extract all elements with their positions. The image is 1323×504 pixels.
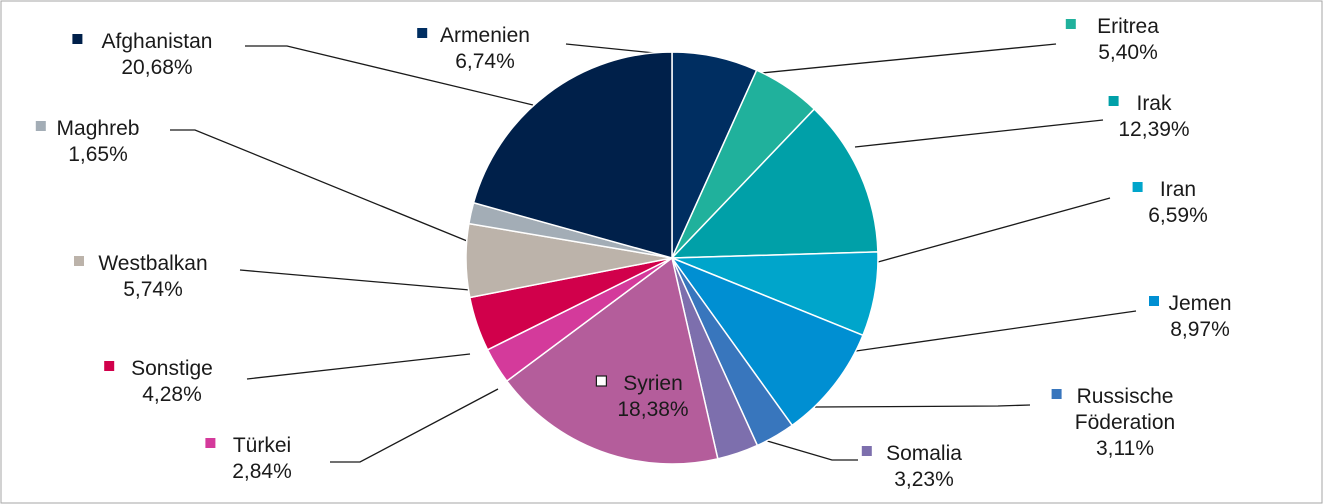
pie-slice-jemen [669, 256, 864, 427]
data-label-maghreb: Maghreb 1,65% [35, 117, 140, 166]
label-name-turkei: Türkei [233, 434, 291, 457]
pie-slice-irak [670, 108, 879, 259]
data-label-iran: Iran 6,59% [1132, 178, 1208, 227]
label-name-sonstige: Sonstige [131, 357, 213, 380]
legend-marker-jemen [1149, 296, 1159, 306]
data-label-somalia: Somalia 3,23% [861, 442, 962, 491]
leader-line-westbalkan [239, 269, 471, 291]
legend-marker-maghreb [35, 121, 46, 131]
data-label-jemen: Jemen 8,97% [1149, 292, 1232, 341]
leader-line-jemen [855, 310, 1137, 352]
label-value-russische-foderation: 3,11% [1096, 437, 1154, 460]
legend-marker-syrien [595, 375, 608, 387]
label-name-irak: Irak [1136, 92, 1172, 115]
pie-slice-afghanistan [472, 51, 673, 259]
data-label-turkei: Türkei 2,84% [205, 434, 292, 483]
label-name-russische-foderation-1: Russische [1077, 385, 1174, 408]
label-value-afghanistan: 20,68% [121, 56, 192, 79]
leader-line-russische-foderation [814, 404, 1031, 408]
legend-marker-westbalkan [74, 256, 84, 266]
leader-line-maghreb [170, 129, 473, 244]
pie-slice-syrien [505, 256, 719, 465]
label-name-westbalkan: Westbalkan [98, 252, 207, 275]
data-labels: Armenien 6,74% Eritrea 5,40% Irak 12,39% Iran 6… [35, 15, 1232, 491]
leader-line-irak [854, 119, 1104, 148]
data-label-irak: Irak 12,39% [1108, 92, 1190, 141]
label-name-armenien: Armenien [440, 24, 530, 47]
label-name-iran: Iran [1160, 178, 1196, 201]
label-value-turkei: 2,84% [232, 460, 292, 483]
label-value-westbalkan: 5,74% [123, 278, 183, 301]
data-label-westbalkan: Westbalkan 5,74% [74, 252, 208, 301]
legend-marker-somalia [861, 446, 872, 456]
leader-line-eritrea [750, 43, 1057, 75]
label-value-jemen: 8,97% [1170, 318, 1230, 341]
legend-marker-iran [1132, 182, 1143, 192]
leader-line-sonstige [246, 353, 471, 380]
label-value-sonstige: 4,28% [142, 383, 202, 406]
label-name-russische-foderation-2: Föderation [1075, 411, 1175, 434]
legend-marker-sonstige [104, 361, 115, 371]
legend-marker-afghanistan [72, 34, 83, 44]
label-name-eritrea: Eritrea [1097, 15, 1159, 38]
leader-line-somalia [756, 437, 858, 461]
label-name-maghreb: Maghreb [57, 117, 140, 140]
legend-marker-irak [1108, 96, 1119, 106]
label-value-eritrea: 5,40% [1098, 41, 1158, 64]
label-value-irak: 12,39% [1118, 118, 1189, 141]
data-label-syrien: Syrien 18,38% [595, 372, 689, 421]
legend-marker-eritrea [1065, 19, 1076, 29]
data-label-armenien: Armenien 6,74% [417, 24, 530, 73]
label-name-syrien: Syrien [623, 372, 683, 395]
data-label-afghanistan: Afghanistan 20,68% [72, 30, 212, 79]
data-label-eritrea: Eritrea 5,40% [1065, 15, 1159, 64]
label-value-armenien: 6,74% [455, 50, 515, 73]
legend-marker-armenien [417, 28, 428, 38]
pie-slices [465, 51, 879, 465]
leader-line-afghanistan [245, 45, 534, 106]
legend-marker-turkei [205, 438, 216, 448]
label-name-somalia: Somalia [886, 442, 962, 465]
leader-line-iran [877, 197, 1111, 263]
label-name-jemen: Jemen [1168, 292, 1231, 315]
data-label-sonstige: Sonstige 4,28% [104, 357, 213, 406]
label-name-afghanistan: Afghanistan [102, 30, 213, 53]
label-value-syrien: 18,38% [617, 398, 688, 421]
label-value-iran: 6,59% [1148, 204, 1208, 227]
label-value-maghreb: 1,65% [68, 143, 128, 166]
label-value-somalia: 3,23% [894, 468, 954, 491]
leader-line-turkei [330, 388, 499, 463]
data-label-russische-foderation: Russische Föderation 3,11% [1051, 385, 1175, 460]
legend-marker-russische-foderation [1051, 389, 1062, 399]
